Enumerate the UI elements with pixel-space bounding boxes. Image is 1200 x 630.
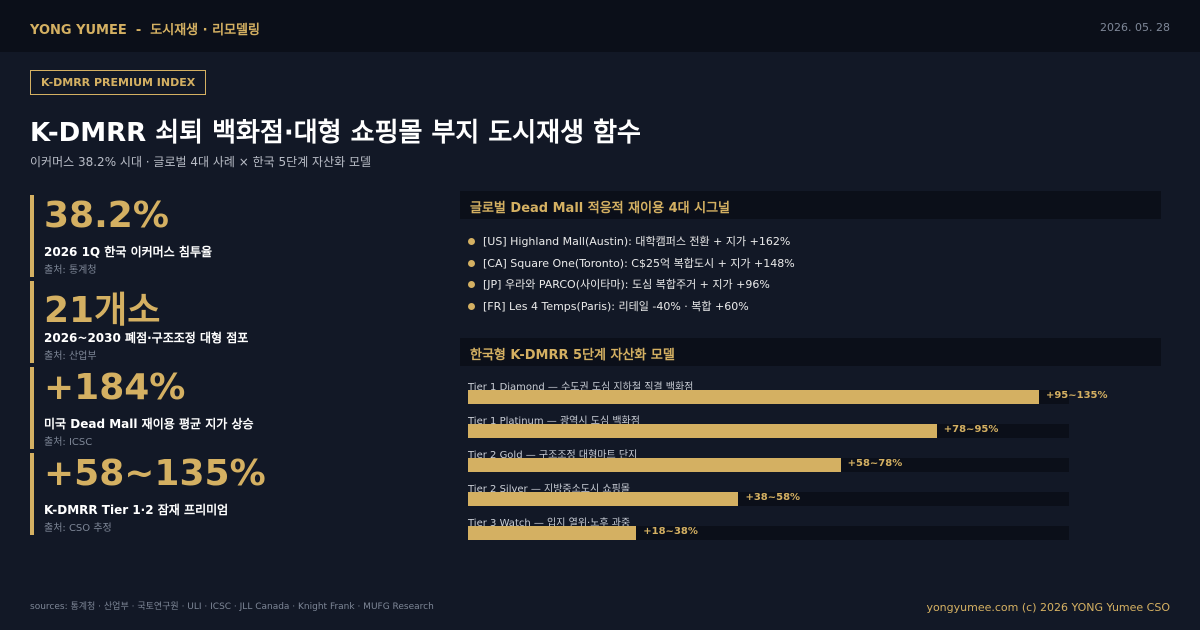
bar xyxy=(468,424,937,438)
bullet xyxy=(468,303,475,311)
signal-item: [FR] Les 4 Temps(Paris): 리테일 -40% · 복합 +… xyxy=(468,298,749,314)
bar-track: +78~95% xyxy=(468,424,1069,438)
stat-source: 출처: ICSC xyxy=(44,437,93,448)
badge: K-DMRR PREMIUM INDEX xyxy=(30,70,207,95)
header: YONG YUMEE - 도시재생 · 리모델링 2026. 05. 28 xyxy=(0,0,1200,52)
stat-source: 출처: CSO 추정 xyxy=(44,523,112,534)
section-title: 한국형 K-DMRR 5단계 자산화 모델 xyxy=(460,338,1161,366)
signal-item: [CA] Square One(Toronto): C$25억 복합도시 + 지… xyxy=(468,255,795,271)
bar xyxy=(468,458,841,472)
tier-label: Tier 1 Diamond — 수도권 도심 지하철 직결 백화점 xyxy=(468,382,694,393)
bar-track: +18~38% xyxy=(468,526,1069,540)
value-label: +58~78% xyxy=(847,458,903,469)
brand-name: YONG YUMEE xyxy=(30,23,127,38)
bar xyxy=(468,390,1039,404)
bullet xyxy=(468,238,475,245)
separator: - xyxy=(135,23,142,38)
stat-value: +184% xyxy=(44,367,186,408)
section-title: 글로벌 Dead Mall 적응적 재이용 4대 시그널 xyxy=(460,191,1161,219)
tier-label: Tier 3 Watch — 입지 열위·노후 과중 xyxy=(468,518,631,529)
signal-text: [CA] Square One(Toronto): C$25억 복합도시 + 지… xyxy=(483,256,795,270)
bar xyxy=(468,526,637,540)
brand: YONG YUMEE - 도시재생 · 리모델링 xyxy=(30,19,260,38)
date: 2026. 05. 28 xyxy=(1100,21,1170,34)
bullet xyxy=(468,281,475,289)
sources: sources: 통계청 · 산업부 · 국토연구원 · ULI · ICSC … xyxy=(30,602,434,612)
bar-track: +95~135% xyxy=(468,390,1108,404)
stat-value: 38.2% xyxy=(44,195,169,236)
stat-label: 2026~2030 폐점·구조조정 대형 점포 xyxy=(44,331,249,345)
stat-value: +58~135% xyxy=(44,453,266,494)
signal-text: [JP] 우라와 PARCO(사이타마): 도심 복합주거 + 지가 +96% xyxy=(483,278,770,292)
bar-track: +58~78% xyxy=(468,458,1069,472)
value-label: +95~135% xyxy=(1045,390,1108,401)
value-label: +38~58% xyxy=(745,492,801,503)
stat-source: 출처: 통계청 xyxy=(44,265,97,276)
signal-text: [US] Highland Mall(Austin): 대학캠퍼스 전환 + 지… xyxy=(483,235,791,248)
value-label: +78~95% xyxy=(943,424,999,435)
stat-label: 미국 Dead Mall 재이용 평균 지가 상승 xyxy=(44,417,254,431)
tier-label: Tier 2 Gold — 구조조정 대형마트 단지 xyxy=(468,450,638,461)
stat-label: 2026 1Q 한국 이커머스 침투율 xyxy=(44,245,213,259)
value-label: +18~38% xyxy=(643,526,698,537)
signal-item: [JP] 우라와 PARCO(사이타마): 도심 복합주거 + 지가 +96% xyxy=(468,276,770,292)
stat-value: 21개소 xyxy=(44,290,161,331)
tier-label: Tier 2 Silver — 지방중소도시 쇼핑몰 xyxy=(468,484,630,495)
stat-label: K-DMRR Tier 1·2 잠재 프리미엄 xyxy=(44,503,229,517)
bullet xyxy=(468,259,475,267)
stat-source: 출처: 산업부 xyxy=(44,351,97,362)
section: 도시재생 · 리모델링 xyxy=(150,23,260,38)
credit: yongyumee.com (c) 2026 YONG Yumee CSO xyxy=(926,601,1170,614)
bar xyxy=(468,492,739,506)
title: K-DMRR 쇠퇴 백화점·대형 쇼핑몰 부지 도시재생 함수 xyxy=(30,118,641,148)
tier-label: Tier 1 Platinum — 광역시 도심 백화점 xyxy=(468,416,640,427)
bar-track: +38~58% xyxy=(468,492,1069,506)
signal-text: [FR] Les 4 Temps(Paris): 리테일 -40% · 복합 +… xyxy=(483,300,749,314)
subtitle: 이커머스 38.2% 시대 · 글로벌 4대 사례 × 한국 5단계 자산화 모… xyxy=(30,155,372,169)
signal-item: [US] Highland Mall(Austin): 대학캠퍼스 전환 + 지… xyxy=(468,233,790,249)
